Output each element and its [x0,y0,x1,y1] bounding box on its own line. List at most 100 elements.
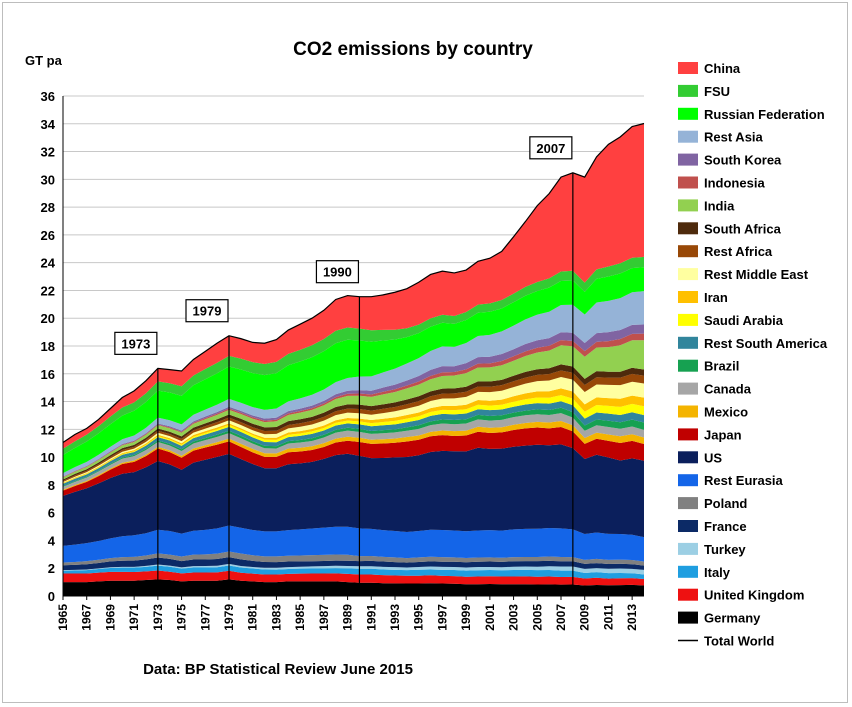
x-tick-label: 1979 [222,604,236,631]
legend-swatch [678,153,698,166]
legend-swatch [678,336,698,349]
legend-label: France [704,519,747,534]
y-tick-label: 10 [41,450,55,465]
x-tick-label: 1989 [341,604,355,631]
legend-label: Turkey [704,542,746,557]
area-rest-asia [63,291,644,477]
x-tick-label: 1985 [293,604,307,631]
y-tick-label: 14 [41,395,56,410]
y-tick-label: 6 [48,506,55,521]
legend-swatch [678,199,698,212]
area-japan [63,426,644,496]
y-tick-label: 4 [48,533,56,548]
legend-label: South Korea [704,153,782,168]
y-tick-label: 2 [48,561,55,576]
area-us [63,444,644,546]
legend-swatch [678,313,698,326]
y-tick-label: 20 [41,311,55,326]
x-tick-label: 1993 [388,604,402,631]
area-canada [63,413,644,490]
y-tick-label: 16 [41,367,55,382]
legend-label: Rest Asia [704,130,764,145]
area-china [63,123,644,449]
legend-label: Mexico [704,405,748,420]
x-tick-label: 1977 [198,604,212,631]
legend-label: Germany [704,611,761,626]
x-tick-label: 1965 [56,604,70,631]
chart-title: CO2 emissions by country [293,39,533,60]
co2-area-chart: CO2 emissions by country GT pa Data: BP … [25,39,828,678]
x-tick-label: 1983 [269,604,283,631]
legend-label: Rest Africa [704,244,773,259]
y-tick-label: 36 [41,89,55,104]
legend-label: Brazil [704,359,739,374]
y-tick-label: 30 [41,172,55,187]
area-fsu [63,256,644,456]
legend-label: United Kingdom [704,588,804,603]
marker-box-2007 [529,136,573,160]
y-tick-label: 26 [41,228,55,243]
legend-swatch [678,451,698,464]
marker-label-1990: 1990 [323,265,352,280]
x-tick-label: 1991 [364,604,378,631]
legend-swatch [678,107,698,120]
x-tick-label: 1999 [459,604,473,631]
legend-swatch [678,222,698,235]
x-tick-label: 2005 [530,604,544,631]
x-tick-label: 1969 [103,604,117,631]
legend-label: South Africa [704,221,782,236]
total-world-line: 1973 1979 1990 2007 [62,122,645,596]
legend-label: Poland [704,496,747,511]
y-axis-label: GT pa [25,53,63,68]
y-tick-label: 12 [41,422,55,437]
legend-label: Indonesia [704,176,765,191]
x-tick-label: 1987 [317,604,331,631]
legend-swatch [678,611,698,624]
x-tick-label: 2001 [483,604,497,631]
legend: China FSU Russian Federation Rest Asia South… [678,61,828,649]
legend-label: India [704,198,735,213]
legend-swatch [678,382,698,395]
legend-label: Saudi Arabia [704,313,784,328]
area-russian-federation [63,267,644,474]
x-tick-label: 2013 [625,604,639,631]
x-tick-label: 1967 [80,604,94,631]
legend-swatch [678,588,698,601]
x-tick-label: 1981 [246,604,260,631]
legend-label: Rest Middle East [704,267,809,282]
legend-label: China [704,61,741,76]
x-tick-label: 2009 [578,604,592,631]
legend-label: Rest Eurasia [704,473,784,488]
y-tick-label: 34 [41,117,56,132]
y-tick-label: 8 [48,478,55,493]
marker-box-1979 [185,299,229,323]
marker-label-1973: 1973 [121,336,150,351]
source-note: Data: BP Statistical Review June 2015 [143,661,413,678]
y-tick-label: 18 [41,339,55,354]
x-tick-label: 1975 [175,604,189,631]
area-france [63,557,644,571]
area-italy [63,565,644,580]
area-india [63,340,644,480]
legend-swatch [678,245,698,258]
area-united-kingdom [63,570,644,586]
legend-swatch [678,565,698,578]
area-turkey [63,563,644,575]
legend-label: Rest South America [704,336,828,351]
legend-swatch [678,130,698,143]
x-tick-label: 1973 [151,604,165,631]
y-tick-label: 24 [41,256,56,271]
area-mexico [63,421,644,491]
area-poland [63,551,644,566]
area-germany [63,579,644,596]
total-world-line [62,122,645,444]
legend-swatch [678,84,698,97]
legend-label: Russian Federation [704,107,825,122]
x-tick-label: 1971 [127,604,141,631]
legend-swatch [678,291,698,303]
legend-swatch [678,542,698,555]
legend-label: Italy [704,565,731,580]
legend-swatch [678,405,698,418]
legend-swatch [678,497,698,510]
